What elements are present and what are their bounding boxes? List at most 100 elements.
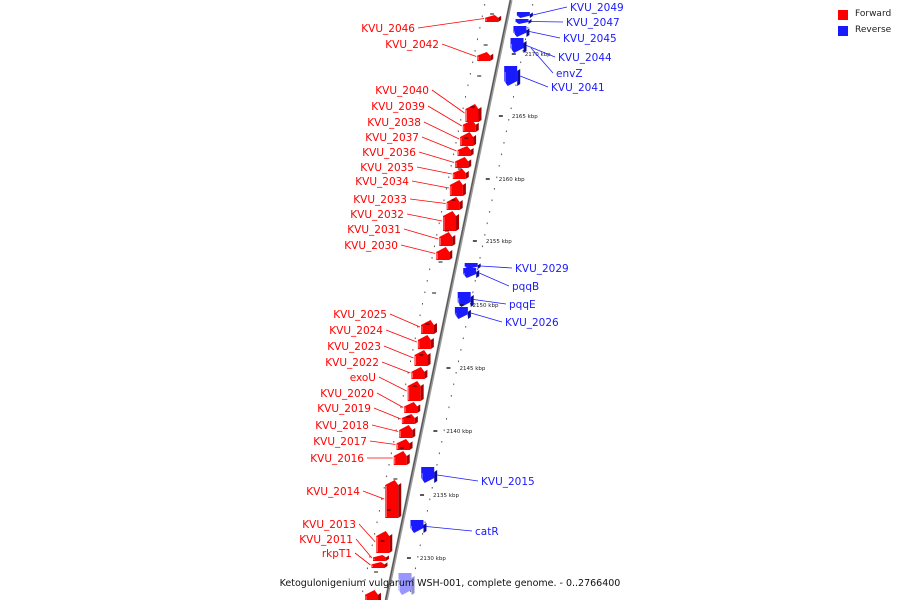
gene-KVU_2013 bbox=[376, 531, 393, 553]
track-dot bbox=[424, 291, 426, 294]
svg-text:KVU_2020: KVU_2020 bbox=[320, 388, 374, 400]
gene-KVU_2032 bbox=[443, 211, 460, 231]
track-dot bbox=[532, 4, 534, 6]
label-KVU_2041: KVU_2041 bbox=[520, 75, 605, 94]
svg-text:KVU_2035: KVU_2035 bbox=[360, 162, 414, 174]
label-KVU_2034: KVU_2034 bbox=[355, 176, 449, 189]
track-dot bbox=[371, 544, 373, 547]
track-dot bbox=[431, 487, 433, 489]
track-dot bbox=[460, 349, 462, 351]
track-dot bbox=[400, 406, 402, 409]
forward-swatch bbox=[838, 10, 848, 20]
gene-KVU_2047 bbox=[515, 19, 532, 24]
label-catR: catR bbox=[426, 526, 499, 538]
svg-text:KVU_2042: KVU_2042 bbox=[385, 39, 439, 51]
track-dot bbox=[474, 50, 476, 52]
track-dot bbox=[407, 372, 409, 374]
track-dot bbox=[469, 303, 471, 305]
track-dot bbox=[424, 521, 426, 524]
label-KVU_2020: KVU_2020 bbox=[320, 388, 404, 408]
track-dot bbox=[436, 464, 438, 466]
label-KVU_2031: KVU_2031 bbox=[347, 224, 439, 240]
track-dot bbox=[441, 441, 443, 443]
forward-label: Forward bbox=[855, 9, 892, 19]
track-dot bbox=[426, 510, 428, 512]
svg-text:pqqE: pqqE bbox=[509, 299, 536, 311]
track-dot bbox=[491, 199, 493, 202]
track-dot bbox=[462, 107, 464, 110]
svg-text:catR: catR bbox=[475, 526, 499, 538]
svg-text:KVU_2044: KVU_2044 bbox=[558, 52, 612, 64]
track-dot bbox=[498, 165, 500, 167]
svg-text:KVU_2037: KVU_2037 bbox=[365, 132, 419, 144]
svg-text:KVU_2015: KVU_2015 bbox=[481, 476, 535, 488]
gene-KVU_2026 bbox=[454, 307, 471, 319]
track-dot bbox=[388, 464, 390, 466]
track-dot bbox=[469, 73, 471, 75]
kbp-tick-label: 2135 kbp bbox=[433, 493, 459, 499]
track-dot bbox=[421, 303, 423, 305]
gene-KVU_2030 bbox=[436, 247, 453, 260]
label-KVU_2024: KVU_2024 bbox=[329, 325, 418, 343]
kbp-tick-label: 2150 kbp bbox=[473, 303, 499, 309]
svg-text:KVU_2025: KVU_2025 bbox=[333, 309, 387, 321]
gene-pqqB bbox=[463, 268, 480, 278]
label-KVU_2046: KVU_2046 bbox=[361, 18, 485, 35]
track-dot bbox=[438, 452, 440, 455]
gene-partial bbox=[398, 573, 415, 595]
kbp-tick-label: 2165 kbp bbox=[512, 114, 538, 120]
track-dot bbox=[474, 280, 476, 282]
label-pqqE: pqqE bbox=[473, 299, 536, 311]
track-dot bbox=[462, 337, 464, 340]
reverse-label: Reverse bbox=[855, 25, 892, 35]
track-dot bbox=[445, 188, 447, 190]
svg-text:KVU_2017: KVU_2017 bbox=[313, 436, 367, 448]
track-dot bbox=[477, 268, 479, 271]
gene-KVU_2014 bbox=[385, 480, 402, 518]
track-dot bbox=[433, 245, 435, 248]
gene-KVU_2025 bbox=[420, 320, 437, 334]
gene-KVU_2018 bbox=[399, 425, 416, 438]
track-dot bbox=[501, 153, 503, 156]
track-dot bbox=[364, 579, 366, 581]
track-dot bbox=[455, 142, 457, 144]
track-dot bbox=[524, 38, 526, 41]
track-dot bbox=[443, 429, 445, 432]
track-dot bbox=[455, 372, 457, 374]
label-KVU_2040: KVU_2040 bbox=[375, 85, 465, 114]
label-KVU_2013: KVU_2013 bbox=[302, 519, 376, 543]
track-dot bbox=[479, 257, 481, 259]
gene-KVU_2041 bbox=[504, 66, 521, 86]
track-dot bbox=[395, 429, 397, 432]
track-dot bbox=[431, 257, 433, 259]
track-dot bbox=[419, 544, 421, 547]
track-dot bbox=[467, 84, 469, 87]
reverse-swatch bbox=[838, 26, 848, 36]
kbp-tick-label: 2145 kbp bbox=[459, 366, 485, 372]
gene-KVU_2049 bbox=[516, 12, 533, 18]
gene-KVU_2044 bbox=[510, 38, 527, 53]
gene-KVU_2020 bbox=[404, 402, 421, 413]
kbp-tick-label: 2160 kbp bbox=[499, 177, 525, 183]
track-dot bbox=[493, 188, 495, 190]
kbp-tick-label: 2155 kbp bbox=[486, 239, 512, 245]
label-KVU_2033: KVU_2033 bbox=[353, 194, 446, 206]
legend-forward: Forward bbox=[838, 8, 898, 24]
label-KVU_2036: KVU_2036 bbox=[362, 147, 455, 163]
track-dot bbox=[448, 176, 450, 179]
track-dot bbox=[383, 487, 385, 489]
svg-text:exoU: exoU bbox=[350, 372, 376, 384]
gene-KVU_2024 bbox=[417, 335, 434, 349]
kbp-tick-label: 2170 kbp bbox=[525, 52, 551, 58]
label-KVU_2026: KVU_2026 bbox=[470, 312, 559, 329]
svg-text:KVU_2030: KVU_2030 bbox=[344, 240, 398, 252]
svg-text:KVU_2039: KVU_2039 bbox=[371, 101, 425, 113]
track-dot bbox=[457, 130, 459, 133]
track-dot bbox=[414, 567, 416, 570]
track-dot bbox=[508, 119, 510, 121]
track-dot bbox=[489, 211, 491, 213]
track-dot bbox=[479, 27, 481, 29]
label-KVU_2023: KVU_2023 bbox=[327, 341, 414, 359]
track-dot bbox=[481, 245, 483, 248]
